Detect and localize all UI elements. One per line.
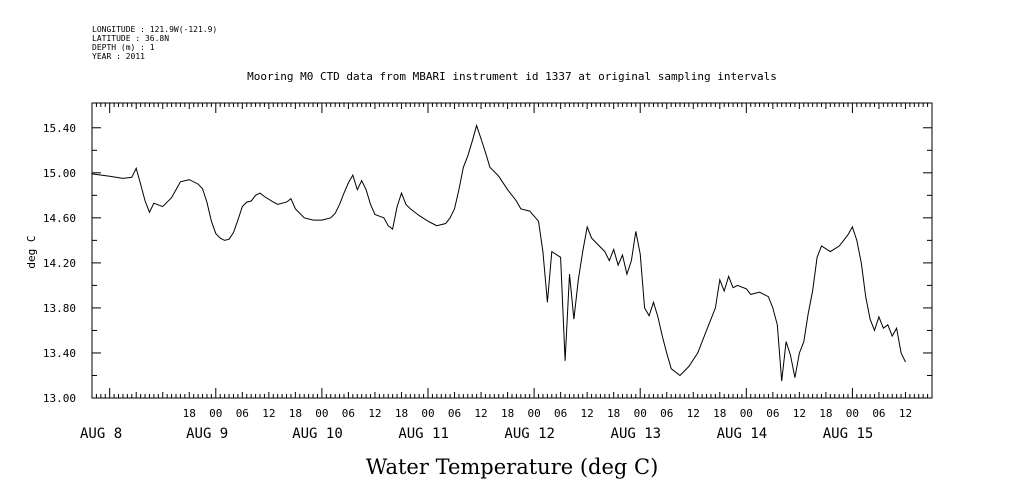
x-tick-label: 06 (342, 407, 355, 420)
y-tick-label: 13.40 (43, 347, 76, 360)
x-tick-label: 00 (315, 407, 328, 420)
x-day-label: AUG 12 (504, 426, 555, 442)
x-tick-label: 18 (607, 407, 620, 420)
x-tick-label: 12 (793, 407, 806, 420)
x-tick-label: 00 (634, 407, 647, 420)
x-tick-label: 06 (766, 407, 779, 420)
y-tick-label: 14.20 (43, 257, 76, 270)
x-tick-label: 06 (660, 407, 673, 420)
chart-title: Mooring M0 CTD data from MBARI instrumen… (247, 70, 777, 83)
x-tick-label: 06 (448, 407, 461, 420)
x-tick-label: 12 (899, 407, 912, 420)
x-tick-label: 00 (846, 407, 859, 420)
x-tick-label: 12 (687, 407, 700, 420)
latitude-label: LATITUDE : 36.8N (92, 34, 169, 43)
series-line (91, 123, 906, 382)
x-tick-label: 12 (262, 407, 275, 420)
x-tick-label: 12 (368, 407, 381, 420)
x-tick-label: 18 (183, 407, 196, 420)
y-tick-label: 15.00 (43, 167, 76, 180)
x-day-label: AUG 14 (717, 426, 768, 442)
x-tick-label: 06 (554, 407, 567, 420)
y-axis: 13.00 13.40 13.80 14.20 14.60 15.00 15.40 (43, 122, 932, 405)
x-tick-label: 00 (421, 407, 434, 420)
y-tick-label: 13.80 (43, 302, 76, 315)
x-tick-label: 06 (236, 407, 249, 420)
x-tick-label: 18 (395, 407, 408, 420)
depth-label: DEPTH (m) : 1 (92, 43, 155, 52)
longitude-label: LONGITUDE : 121.9W(-121.9) (92, 25, 217, 34)
x-day-label: AUG 9 (186, 426, 228, 442)
x-day-label: AUG 15 (823, 426, 874, 442)
y-tick-label: 15.40 (43, 122, 76, 135)
bottom-title: Water Temperature (deg C) (366, 455, 659, 479)
plot-frame (91, 102, 933, 399)
x-tick-label: 00 (740, 407, 753, 420)
x-tick-label: 18 (289, 407, 302, 420)
y-axis-label: deg C (25, 235, 38, 268)
x-day-label: AUG 11 (398, 426, 449, 442)
x-tick-label: 12 (581, 407, 594, 420)
x-day-label: AUG 8 (80, 426, 122, 442)
x-tick-label: 00 (527, 407, 540, 420)
x-day-label: AUG 10 (292, 426, 343, 442)
x-tick-label: 00 (209, 407, 222, 420)
x-tick-label: 18 (819, 407, 832, 420)
x-tick-label: 18 (713, 407, 726, 420)
x-axis: 18 00 06 12 18 00 06 12 18 00 06 12 18 00 06 12 18 00 06 12… (80, 103, 933, 442)
x-tick-label: 18 (501, 407, 514, 420)
y-tick-label: 14.60 (43, 212, 76, 225)
y-tick-label: 13.00 (43, 392, 76, 405)
x-tick-label: 12 (474, 407, 487, 420)
year-label: YEAR : 2011 (92, 52, 145, 61)
series-layer (91, 123, 906, 382)
x-day-label: AUG 13 (611, 426, 662, 442)
x-tick-label: 06 (872, 407, 885, 420)
